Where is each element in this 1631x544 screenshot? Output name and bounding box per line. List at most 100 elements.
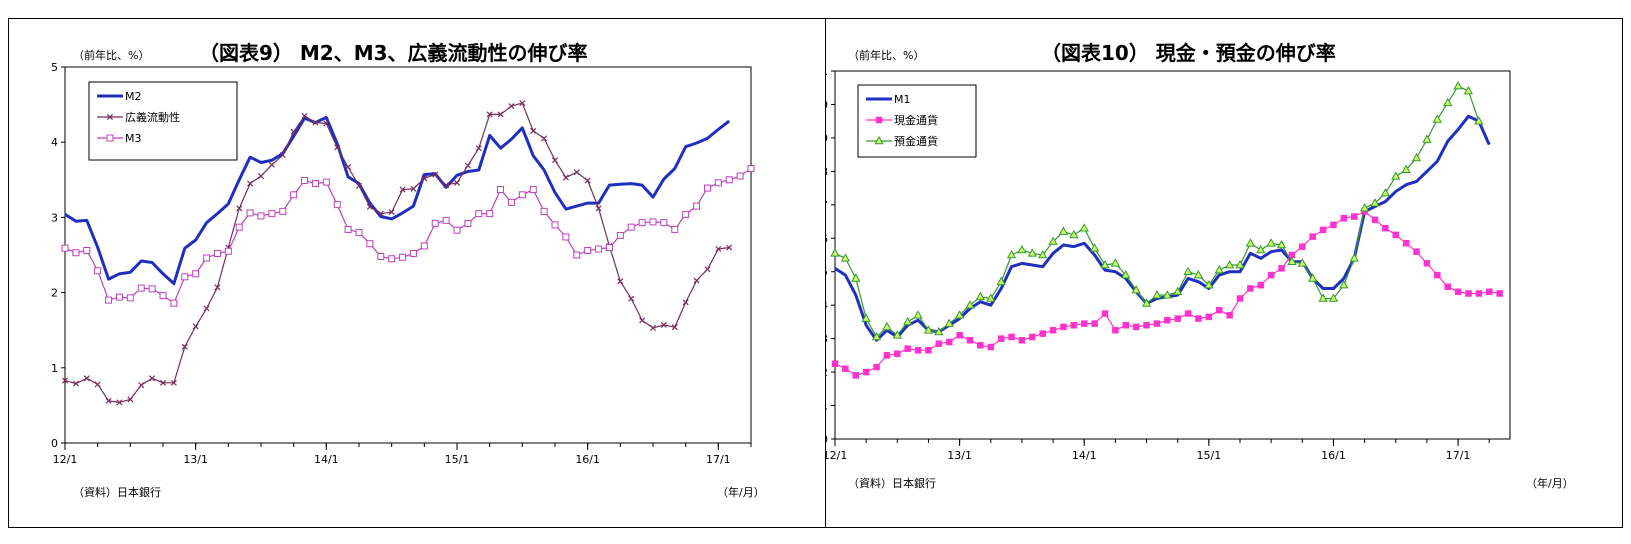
data-point (903, 316, 913, 326)
data-point (649, 218, 657, 226)
data-point (660, 219, 668, 227)
data-point (1453, 81, 1463, 90)
data-point (159, 379, 167, 386)
legend-label: M3 (125, 132, 142, 145)
data-point (334, 144, 341, 151)
y-unit-label: （前年比、%） (848, 49, 925, 62)
data-point (421, 175, 428, 182)
data-point (366, 240, 374, 248)
data-point (671, 324, 678, 331)
data-point (138, 382, 145, 389)
data-point (875, 116, 883, 124)
data-point (301, 112, 308, 119)
data-point (954, 310, 965, 319)
x-tick-label: 16/1 (1321, 449, 1346, 462)
y-tick-label: 0 (826, 433, 828, 446)
chart-title: （図表9） M2、M3、広義流動性の伸び率 (199, 41, 588, 65)
data-point (247, 180, 254, 187)
data-point (443, 182, 450, 189)
x-tick-label: 12/1 (53, 453, 78, 466)
data-point (1132, 323, 1140, 331)
data-point (1371, 216, 1379, 224)
series-3 (830, 81, 1484, 341)
data-point (1432, 114, 1442, 123)
data-point (1382, 224, 1389, 232)
data-point (682, 299, 689, 306)
data-point (573, 251, 581, 259)
data-point (945, 338, 953, 346)
data-point (431, 219, 439, 227)
data-point (1174, 315, 1181, 322)
y-unit-label: （前年比、%） (73, 49, 150, 62)
data-point (882, 321, 892, 331)
y-tick-label: 0 (51, 437, 58, 450)
data-point (1143, 322, 1150, 329)
data-point (344, 225, 352, 233)
data-point (290, 191, 298, 199)
chart-svg: 0 1 2 3 4 5 12/1 13/1 14/1 15/1 16/1 17/1 M2 広義流動性 M3 (51, 61, 755, 466)
data-point (61, 244, 69, 252)
data-point (72, 380, 79, 387)
data-point (715, 245, 722, 253)
data-point (170, 379, 177, 386)
data-point (1100, 260, 1110, 269)
data-point (1152, 290, 1162, 299)
data-point (214, 284, 221, 291)
data-point (639, 317, 646, 324)
data-point (224, 247, 232, 255)
data-point (1434, 271, 1441, 279)
series-3 (61, 165, 755, 307)
y-tick-label: 2 (51, 287, 58, 300)
data-point (530, 127, 537, 134)
data-point (453, 226, 461, 234)
data-point (830, 248, 840, 257)
data-point (1091, 320, 1098, 327)
data-point (892, 330, 902, 339)
data-point (935, 340, 943, 347)
x-tick-label: 13/1 (947, 449, 972, 462)
data-point (94, 381, 101, 388)
data-point (966, 337, 974, 344)
data-point (714, 179, 722, 187)
data-point (137, 284, 145, 292)
data-point (279, 151, 286, 159)
data-point (301, 177, 309, 185)
data-point (862, 368, 870, 376)
data-point (873, 363, 880, 371)
data-point (883, 352, 891, 359)
data-point (453, 179, 461, 186)
y-tick-label: 9 (826, 132, 828, 145)
data-point (1370, 198, 1380, 207)
x-tick-label: 12/1 (826, 449, 847, 462)
data-point (638, 219, 646, 227)
x-tick-label: 13/1 (183, 453, 208, 466)
data-point (540, 207, 548, 215)
data-point (192, 323, 199, 330)
y-tick-label: 8 (826, 165, 828, 178)
data-point (595, 245, 603, 253)
data-point (1475, 290, 1483, 297)
series-line (64, 115, 731, 286)
data-point (1359, 203, 1370, 212)
x-tick-label: 17/1 (706, 453, 731, 466)
data-point (874, 135, 884, 145)
data-point (1017, 244, 1027, 254)
data-point (1350, 213, 1358, 220)
chart-panel-right: （図表10） 現金・預金の伸び率 （前年比、%） （資料）日本銀行 （年/月） … (825, 18, 1623, 528)
data-point (105, 296, 113, 304)
x-tick-label: 14/1 (314, 453, 339, 466)
data-point (562, 174, 569, 181)
data-point (573, 169, 580, 176)
data-point (1308, 273, 1318, 282)
data-point (442, 216, 450, 224)
data-point (377, 210, 384, 217)
data-point (475, 210, 483, 218)
data-point (1112, 327, 1119, 334)
data-point (508, 103, 515, 110)
data-point (1392, 231, 1400, 239)
data-point (562, 233, 570, 241)
data-point (268, 210, 276, 218)
legend: M2 広義流動性 M3 (88, 81, 238, 161)
data-point (475, 145, 482, 152)
data-point (399, 253, 407, 261)
